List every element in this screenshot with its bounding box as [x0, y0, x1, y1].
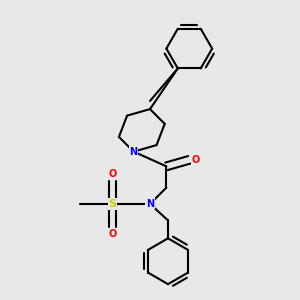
Text: S: S — [108, 199, 116, 209]
Text: O: O — [191, 155, 199, 165]
Text: N: N — [146, 199, 154, 209]
Text: O: O — [108, 229, 116, 239]
Text: N: N — [130, 147, 138, 157]
Text: O: O — [108, 169, 116, 179]
